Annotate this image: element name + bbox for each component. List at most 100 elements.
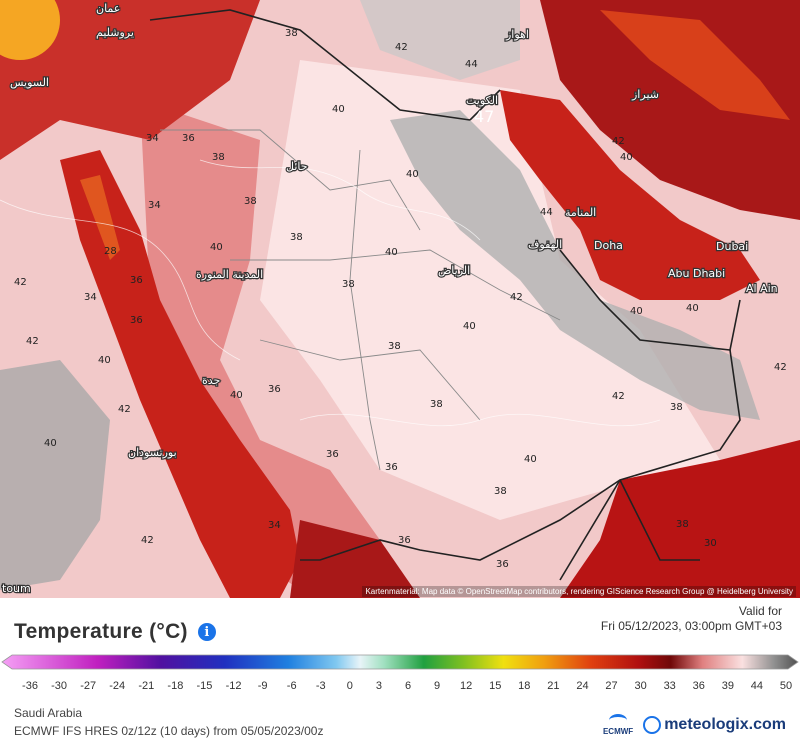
city-label: المنامة xyxy=(565,206,596,219)
city-label: Doha xyxy=(594,239,623,252)
temp-value: 44 xyxy=(540,207,553,218)
brand-logos: ECMWF meteologix.com xyxy=(603,714,786,736)
scale-tick-label: 9 xyxy=(434,680,441,692)
scale-tick-label: 3 xyxy=(375,680,382,692)
city-label: الكويت xyxy=(466,94,498,107)
ecmwf-logo: ECMWF xyxy=(603,714,633,736)
valid-for-label: Valid for xyxy=(738,604,782,618)
scale-tick-label: 18 xyxy=(518,680,531,692)
city-label: اهواز xyxy=(505,28,529,41)
temp-value: 34 xyxy=(268,520,281,531)
temp-value: 42 xyxy=(510,292,523,303)
temp-value: 47 xyxy=(474,107,494,126)
city-labels: عمان يروشليم السويس حائل المدينة المنورة… xyxy=(1,1,779,596)
scale-tick-label: -12 xyxy=(225,680,242,692)
valid-time-block: Valid for Fri 05/12/2023, 03:00pm GMT+03 xyxy=(601,604,782,634)
legend-title-row: Temperature (°C) i xyxy=(14,620,216,644)
city-label: يروشليم xyxy=(96,26,134,39)
yemen-hot xyxy=(290,520,420,598)
model-info: ECMWF IFS HRES 0z/12z (10 days) from 05/… xyxy=(14,724,324,738)
temp-value: 38 xyxy=(676,519,689,530)
temp-value: 38 xyxy=(290,232,303,243)
country-borders xyxy=(149,9,741,581)
hotspot-nw xyxy=(0,0,60,60)
interior-zone xyxy=(260,60,720,520)
temp-value: 40 xyxy=(210,242,223,253)
scale-tick-label: 30 xyxy=(634,680,647,692)
scale-tick-label: 27 xyxy=(605,680,618,692)
temp-value: 30 xyxy=(704,538,717,549)
ecmwf-label: ECMWF xyxy=(602,727,634,736)
isotherm-lines xyxy=(0,159,661,427)
scale-tick-label: -3 xyxy=(315,680,326,692)
city-label: Abu Dhabi xyxy=(668,267,725,280)
temp-value: 42 xyxy=(612,391,625,402)
scale-tick-label: 6 xyxy=(404,680,412,692)
temp-value: 42 xyxy=(14,277,27,288)
temp-value: 38 xyxy=(285,28,298,39)
temp-value: 42 xyxy=(26,336,39,347)
meteologix-logo[interactable]: meteologix.com xyxy=(643,716,786,734)
scale-tick-label: -21 xyxy=(138,680,155,692)
temp-value: 36 xyxy=(182,133,195,144)
city-label: عمان xyxy=(96,2,120,15)
temp-value: 36 xyxy=(268,384,281,395)
scale-tick-label: 50 xyxy=(779,680,793,692)
temp-value: 42 xyxy=(395,42,408,53)
temp-value: 40 xyxy=(620,152,633,163)
city-label: السويس xyxy=(10,76,49,89)
temp-value: 42 xyxy=(118,404,131,415)
temp-value: 40 xyxy=(332,104,345,115)
city-label: شيراز xyxy=(631,88,659,101)
temp-value: 36 xyxy=(130,275,143,286)
temp-value: 40 xyxy=(630,306,643,317)
temp-value: 40 xyxy=(230,390,243,401)
scale-tick-label: -18 xyxy=(167,680,184,692)
map-canvas: 38 42 44 40 36 34 38 40 42 47 40 38 34 2… xyxy=(0,0,800,598)
city-label: حائل xyxy=(286,160,308,173)
scale-tick-label: 39 xyxy=(721,680,734,692)
province-borders xyxy=(160,129,561,471)
scale-tick-label: 15 xyxy=(489,680,502,692)
temp-value: 38 xyxy=(430,399,443,410)
city-label: بورتسودان xyxy=(128,446,177,459)
scale-tick-label: -36 xyxy=(22,680,38,692)
temp-value: 40 xyxy=(98,355,111,366)
valid-time: Fri 05/12/2023, 03:00pm GMT+03 xyxy=(600,619,782,633)
temp-value: 40 xyxy=(686,303,699,314)
scale-tick-label: -24 xyxy=(109,680,126,692)
scale-tick-label: 21 xyxy=(547,680,560,692)
temperature-values: 38 42 44 40 36 34 38 40 42 47 40 38 34 2… xyxy=(14,28,787,570)
gray-zone-west xyxy=(0,360,110,590)
temp-value: 38 xyxy=(494,486,507,497)
temp-value: 40 xyxy=(463,321,476,332)
legend-title: Temperature (°C) xyxy=(14,620,188,643)
scale-tick-label: 12 xyxy=(460,680,473,692)
iran-warm xyxy=(600,10,790,120)
temp-value: 38 xyxy=(388,341,401,352)
city-label: Al Ain xyxy=(746,282,778,295)
red-sea xyxy=(60,150,300,598)
temperature-map[interactable]: 38 42 44 40 36 34 38 40 42 47 40 38 34 2… xyxy=(0,0,800,598)
temp-value: 36 xyxy=(496,559,509,570)
temp-value: 34 xyxy=(84,292,97,303)
info-icon[interactable]: i xyxy=(197,623,216,641)
arabian-sea xyxy=(560,440,800,598)
gray-zone-north xyxy=(360,0,520,80)
legend-panel: Temperature (°C) i Valid for Fri 05/12/2… xyxy=(0,598,800,743)
temp-value: 40 xyxy=(406,169,419,180)
scale-tick-label: 36 xyxy=(692,680,705,692)
temp-value: 28 xyxy=(104,246,117,257)
city-label: toum xyxy=(2,582,31,595)
temp-value: 42 xyxy=(774,362,787,373)
temp-value: 38 xyxy=(244,196,257,207)
temp-value: 36 xyxy=(385,462,398,473)
color-scale-bar xyxy=(1,654,799,670)
temp-value: 42 xyxy=(141,535,154,546)
region-name: Saudi Arabia xyxy=(14,706,83,720)
temp-value: 38 xyxy=(212,152,225,163)
scale-tick-label: -27 xyxy=(80,680,97,692)
gulf-of-suez-warm xyxy=(80,175,120,260)
city-label: المدينة المنورة xyxy=(196,268,263,281)
scale-tick-label: -6 xyxy=(286,680,297,692)
